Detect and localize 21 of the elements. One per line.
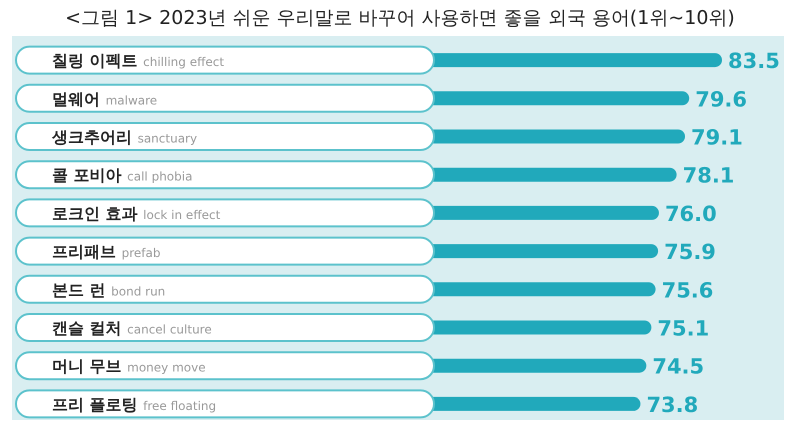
y-tick-label: 프리패브 prefab xyxy=(52,242,160,262)
data-label: 75.9 xyxy=(664,240,716,264)
y-tick-label: 프리 플로팅 free floating xyxy=(52,394,216,414)
data-label: 79.1 xyxy=(691,126,743,150)
y-tick-label: 멀웨어 malware xyxy=(52,89,158,108)
chart-title: <그림 1> 2023년 쉬운 우리말로 바꾸어 사용하면 좋을 외국 용어(1위~10위) xyxy=(65,7,735,29)
y-tick-label: 본드 런 bond run xyxy=(52,280,166,300)
data-label: 76.0 xyxy=(664,202,717,226)
y-tick-label: 로크인 효과 lock in effect xyxy=(52,204,221,223)
data-label: 75.6 xyxy=(662,278,714,302)
data-label: 78.1 xyxy=(682,164,734,188)
y-tick-label: 머니 무브 money move xyxy=(52,356,206,376)
data-label: 83.5 xyxy=(728,49,780,74)
data-label: 74.5 xyxy=(652,354,704,379)
y-tick-label: 콜 포비아 call phobia xyxy=(52,166,192,185)
y-tick-label: 칠링 이펙트 chilling effect xyxy=(52,51,224,70)
y-tick-label: 캔슬 컬처 cancel culture xyxy=(52,318,212,338)
y-tick-label: 생크추어리 sanctuary xyxy=(51,128,198,146)
data-label: 79.6 xyxy=(695,87,748,112)
data-label: 73.8 xyxy=(646,392,698,417)
data-label: 75.1 xyxy=(657,316,710,340)
